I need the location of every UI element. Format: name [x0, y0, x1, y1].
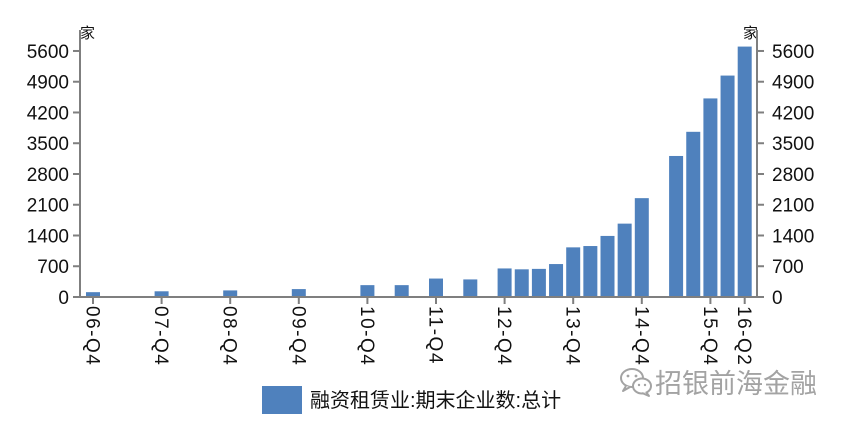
x-tick-label: 14-Q4 [630, 306, 651, 366]
x-tick-label: 08-Q4 [219, 306, 240, 366]
bar-15-Q4 [703, 98, 718, 298]
y-axis-unit-right: 家 [743, 25, 758, 42]
bar-14-Q3 [617, 223, 632, 297]
bar-13-Q2 [531, 268, 546, 297]
y-tick-label-right: 0 [772, 288, 783, 309]
bar-15-Q2 [669, 155, 684, 297]
y-tick-label-right: 4900 [772, 73, 814, 94]
y-tick-label-left: 4200 [27, 103, 69, 124]
bar-13-Q4 [566, 247, 581, 297]
x-tick-label: 07-Q4 [150, 306, 171, 366]
y-tick-label-right: 2100 [772, 196, 814, 217]
x-tick-label: 12-Q4 [493, 306, 514, 366]
bar-08-Q4 [223, 290, 238, 297]
y-tick-label-left: 1400 [27, 226, 69, 247]
y-axis-ticks-left: 0 700 1400 2100 2800 3500 4200 4900 5600 [27, 42, 80, 309]
x-tick-label: 09-Q4 [287, 306, 308, 366]
wechat-icon [620, 368, 652, 397]
watermark-text: 招银前海金融 [655, 369, 817, 399]
y-tick-label-left: 700 [37, 257, 69, 278]
bar-09-Q4 [291, 289, 306, 297]
bar-14-Q1 [583, 246, 598, 297]
legend-label: 融资租赁业:期末企业数:总计 [310, 389, 561, 412]
watermark: 招银前海金融 [620, 368, 817, 399]
x-tick-label: 15-Q4 [699, 306, 720, 366]
x-axis-ticks: 06-Q4 07-Q4 08-Q4 09-Q4 10-Q4 11-Q4 12-Q4 13-Q4… [82, 297, 754, 366]
y-tick-label-left: 3500 [27, 134, 69, 155]
bar-series [86, 46, 752, 298]
legend: 融资租赁业:期末企业数:总计 [262, 386, 561, 414]
y-tick-label-right: 700 [772, 257, 804, 278]
y-tick-label-left: 5600 [27, 42, 69, 63]
bar-13-Q3 [549, 264, 564, 297]
y-tick-label-right: 1400 [772, 226, 814, 247]
bar-15-Q3 [686, 131, 701, 297]
x-tick-label: 06-Q4 [82, 306, 103, 366]
x-tick-label: 16-Q2 [733, 306, 754, 366]
y-tick-label-right: 5600 [772, 42, 814, 63]
y-tick-label-right: 4200 [772, 103, 814, 124]
bar-11-Q4 [429, 278, 443, 297]
bar-12-Q2 [463, 279, 478, 297]
y-axis-ticks-right: 0 700 1400 2100 2800 3500 4200 4900 5600 [757, 42, 814, 309]
y-axis-unit-left: 家 [80, 25, 95, 42]
x-tick-label: 11-Q4 [425, 306, 446, 365]
bar-11-Q2 [394, 285, 409, 297]
bar-07-Q4 [154, 291, 169, 297]
bar-12-Q4 [497, 268, 512, 297]
bar-16-Q2 [737, 46, 752, 297]
bar-14-Q2 [600, 235, 615, 297]
bar-13-Q1 [514, 269, 529, 297]
y-tick-label-right: 2800 [772, 165, 814, 186]
bar-16-Q1 [720, 75, 735, 298]
bar-14-Q4 [634, 198, 649, 297]
legend-swatch [262, 386, 302, 414]
y-tick-label-left: 2800 [27, 165, 69, 186]
y-tick-label-left: 2100 [27, 196, 69, 217]
x-tick-label: 10-Q4 [356, 306, 377, 366]
bar-10-Q4 [360, 285, 375, 297]
bar-06-Q4 [86, 292, 100, 297]
x-tick-label: 13-Q4 [562, 306, 583, 366]
y-tick-label-right: 3500 [772, 134, 814, 155]
y-tick-label-left: 4900 [27, 73, 69, 94]
y-tick-label-left: 0 [58, 288, 69, 309]
